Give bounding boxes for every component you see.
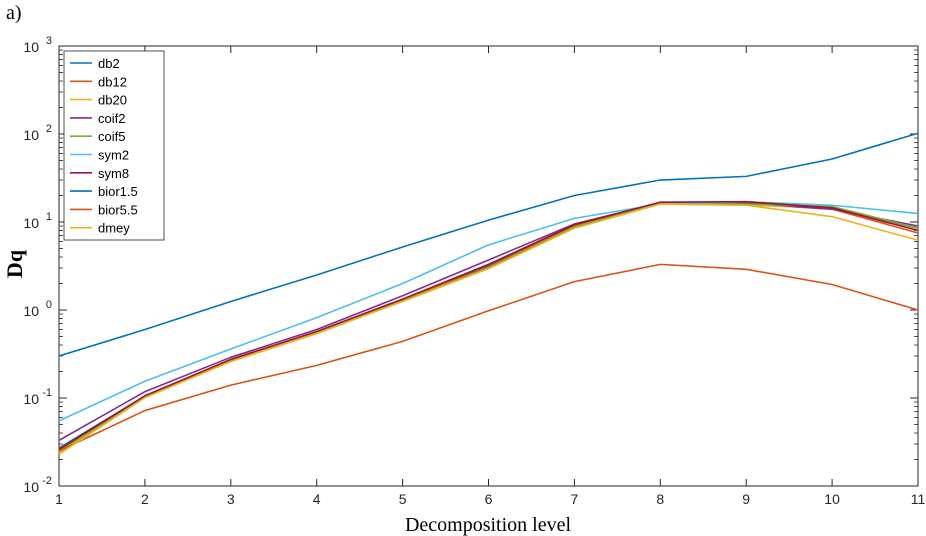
series-line-sym2 [58, 200, 919, 422]
series-line-dmey [58, 203, 919, 455]
y-tick-exponent: 0 [46, 299, 52, 311]
legend-label: coif5 [98, 129, 125, 144]
x-tick-label: 6 [485, 491, 493, 507]
x-tick-label: 7 [571, 491, 579, 507]
series-line-sym8 [58, 200, 919, 451]
y-tick-label: 10 [23, 215, 39, 231]
x-tick-label: 4 [313, 491, 321, 507]
series-line-bior5-5 [58, 263, 919, 452]
y-tick-exponent: -2 [42, 475, 52, 487]
y-tick-label: 10 [23, 39, 39, 55]
y-tick-exponent: 3 [46, 35, 52, 47]
x-tick-label: 10 [824, 491, 840, 507]
x-tick-label: 5 [399, 491, 407, 507]
legend-label: bior1.5 [98, 184, 138, 199]
legend-label: coif2 [98, 111, 125, 126]
y-tick-label: 10 [23, 391, 39, 407]
y-tick-label: 10 [23, 303, 39, 319]
x-tick-label: 3 [227, 491, 235, 507]
series-line-bior1-5 [58, 132, 919, 357]
panel-label: a) [6, 2, 22, 24]
y-tick-exponent: 2 [46, 123, 52, 135]
legend-label: dmey [98, 221, 130, 236]
x-axis-title: Decomposition level [405, 514, 572, 536]
y-tick-label: 10 [23, 479, 39, 495]
legend-label: db12 [98, 74, 127, 89]
y-tick-exponent: 1 [46, 211, 52, 223]
y-axis-title: Dq [2, 249, 27, 278]
x-tick-label: 8 [656, 491, 664, 507]
legend-box [63, 50, 165, 241]
y-tick-exponent: -1 [42, 387, 52, 399]
legend-label: sym2 [98, 148, 129, 163]
x-tick-label: 9 [742, 491, 750, 507]
legend-label: db20 [98, 93, 127, 108]
legend-label: sym8 [98, 166, 129, 181]
x-tick-label: 1 [55, 491, 63, 507]
y-tick-label: 10 [23, 127, 39, 143]
x-tick-label: 11 [911, 491, 926, 507]
x-tick-label: 2 [141, 491, 149, 507]
legend-label: db2 [98, 56, 120, 71]
legend-label: bior5.5 [98, 202, 138, 217]
